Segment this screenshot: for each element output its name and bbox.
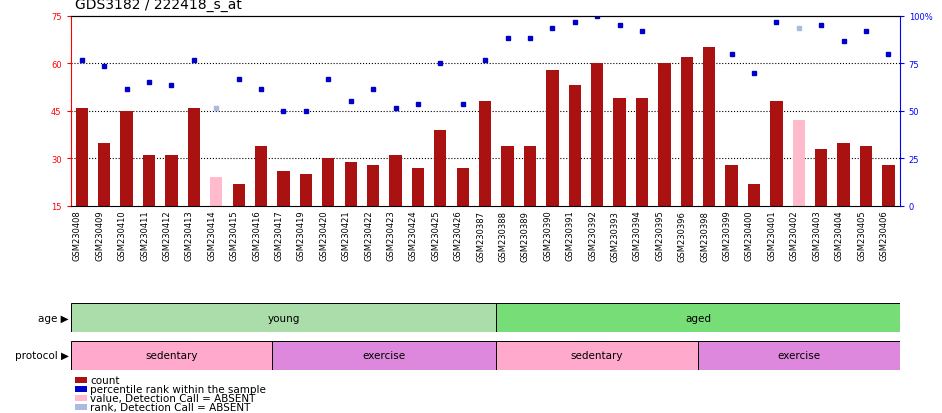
Text: GSM230422: GSM230422	[365, 210, 373, 261]
Text: GSM230417: GSM230417	[274, 210, 284, 261]
Text: GSM230410: GSM230410	[118, 210, 126, 261]
Bar	[322, 159, 334, 206]
Text: count: count	[90, 375, 120, 385]
Text: GSM230413: GSM230413	[185, 210, 194, 261]
Bar	[210, 178, 222, 206]
Text: GSM230426: GSM230426	[454, 210, 463, 261]
Text: GSM230402: GSM230402	[789, 210, 799, 261]
Text: aged: aged	[685, 313, 711, 323]
Bar	[479, 102, 492, 206]
Text: GSM230425: GSM230425	[431, 210, 440, 261]
Bar	[658, 64, 671, 206]
Bar	[613, 99, 625, 206]
Text: GSM230409: GSM230409	[95, 210, 105, 261]
Bar	[703, 48, 715, 206]
Text: GSM230390: GSM230390	[544, 210, 552, 261]
Bar	[187, 108, 200, 206]
Text: GSM230391: GSM230391	[566, 210, 575, 261]
Text: GSM230415: GSM230415	[230, 210, 238, 261]
Text: GSM230393: GSM230393	[610, 210, 620, 261]
Text: GSM230389: GSM230389	[521, 210, 530, 261]
Text: GSM230401: GSM230401	[768, 210, 776, 261]
Text: rank, Detection Call = ABSENT: rank, Detection Call = ABSENT	[90, 402, 251, 412]
Bar	[569, 86, 581, 206]
Text: GSM230400: GSM230400	[745, 210, 754, 261]
Text: GSM230399: GSM230399	[723, 210, 732, 261]
Text: GSM230423: GSM230423	[386, 210, 396, 261]
Text: GSM230405: GSM230405	[857, 210, 866, 261]
Text: GSM230419: GSM230419	[297, 210, 306, 261]
Text: protocol ▶: protocol ▶	[15, 350, 69, 360]
Bar	[457, 169, 469, 206]
Text: GSM230396: GSM230396	[677, 210, 687, 261]
Text: sedentary: sedentary	[145, 350, 198, 360]
Text: percentile rank within the sample: percentile rank within the sample	[90, 384, 267, 394]
Bar	[524, 146, 536, 206]
Text: GSM230412: GSM230412	[162, 210, 171, 261]
Bar	[496, 304, 900, 332]
Bar	[501, 146, 513, 206]
Text: GSM230408: GSM230408	[73, 210, 82, 261]
Bar	[165, 156, 178, 206]
Bar	[143, 156, 155, 206]
Bar	[255, 146, 268, 206]
Bar	[277, 172, 289, 206]
Bar	[815, 150, 827, 206]
Bar	[412, 169, 424, 206]
Bar	[121, 112, 133, 206]
Text: GSM230416: GSM230416	[252, 210, 261, 261]
Bar	[367, 165, 380, 206]
Bar	[792, 121, 805, 206]
Text: GSM230395: GSM230395	[656, 210, 664, 261]
Bar	[748, 184, 760, 206]
Text: GSM230403: GSM230403	[812, 210, 821, 261]
Bar	[546, 70, 559, 206]
Text: exercise: exercise	[363, 350, 406, 360]
Bar	[636, 99, 648, 206]
Bar	[591, 64, 603, 206]
Bar	[681, 58, 693, 206]
Bar	[698, 341, 900, 370]
Bar	[272, 341, 496, 370]
Bar	[300, 175, 312, 206]
Bar	[837, 143, 850, 206]
Bar	[725, 165, 738, 206]
Text: GSM230394: GSM230394	[633, 210, 642, 261]
Bar	[496, 341, 698, 370]
Bar	[98, 143, 110, 206]
Bar	[345, 162, 357, 206]
Bar	[389, 156, 401, 206]
Bar	[771, 102, 783, 206]
Text: GSM230411: GSM230411	[140, 210, 149, 261]
Text: GSM230392: GSM230392	[588, 210, 597, 261]
Bar	[71, 304, 496, 332]
Text: GSM230421: GSM230421	[342, 210, 350, 261]
Text: age ▶: age ▶	[38, 313, 69, 323]
Bar	[434, 131, 447, 206]
Bar	[233, 184, 245, 206]
Bar	[71, 341, 272, 370]
Text: GSM230424: GSM230424	[409, 210, 418, 261]
Bar	[860, 146, 872, 206]
Text: sedentary: sedentary	[571, 350, 624, 360]
Text: GDS3182 / 222418_s_at: GDS3182 / 222418_s_at	[75, 0, 242, 12]
Text: GSM230406: GSM230406	[880, 210, 888, 261]
Bar	[75, 108, 88, 206]
Text: young: young	[268, 313, 300, 323]
Text: value, Detection Call = ABSENT: value, Detection Call = ABSENT	[90, 393, 256, 403]
Text: GSM230387: GSM230387	[476, 210, 485, 261]
Text: GSM230404: GSM230404	[835, 210, 844, 261]
Bar	[883, 165, 895, 206]
Text: GSM230420: GSM230420	[319, 210, 329, 261]
Text: GSM230388: GSM230388	[498, 210, 508, 261]
Text: GSM230398: GSM230398	[700, 210, 709, 261]
Text: exercise: exercise	[777, 350, 820, 360]
Text: GSM230414: GSM230414	[207, 210, 217, 261]
